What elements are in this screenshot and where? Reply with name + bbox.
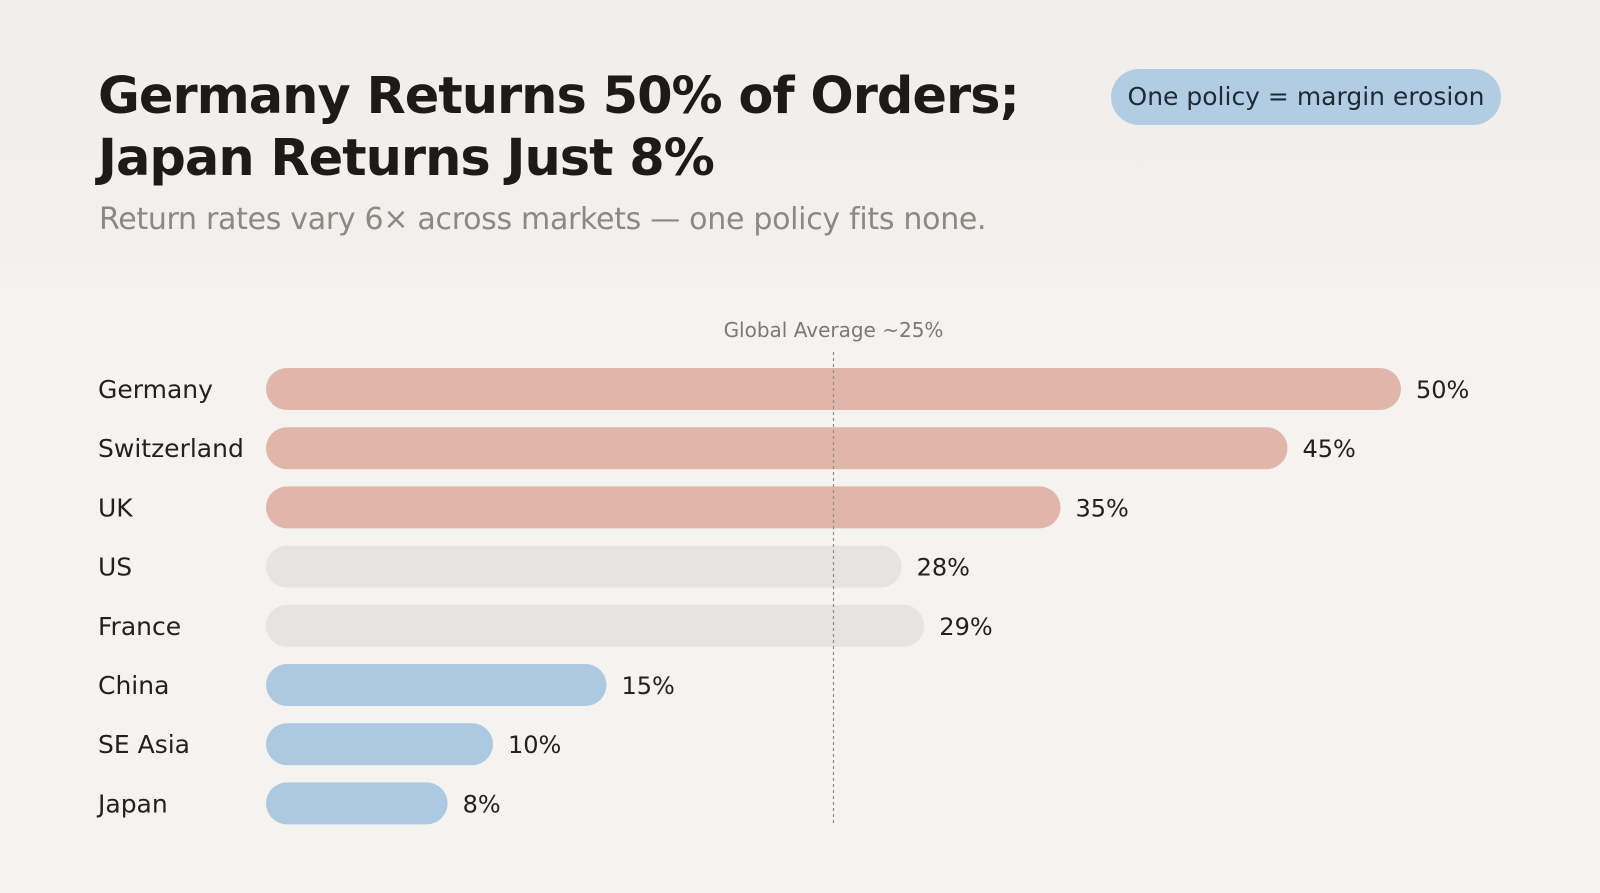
category-label-se-asia: SE Asia — [98, 730, 190, 759]
title-line-1: Germany Returns 50% of Orders; — [98, 67, 1020, 126]
category-label-france: France — [98, 612, 181, 641]
bar-se-asia — [266, 723, 493, 766]
callout-badge: One policy = margin erosion — [1111, 69, 1501, 125]
category-label-germany: Germany — [98, 375, 213, 404]
category-label-china: China — [98, 671, 169, 700]
bar-china — [266, 664, 607, 706]
value-label-se-asia: 10% — [508, 731, 561, 759]
page-title: Germany Returns 50% of Orders; Japan Ret… — [98, 66, 1058, 190]
page-subtitle: Return rates vary 6× across markets — on… — [99, 202, 987, 237]
title-line-2: Japan Returns Just 8% — [98, 129, 715, 188]
category-label-japan: Japan — [96, 789, 168, 818]
value-label-china: 15% — [622, 672, 675, 700]
value-label-us: 28% — [917, 554, 970, 582]
value-label-france: 29% — [939, 613, 992, 641]
bar-japan — [266, 782, 448, 825]
value-label-switzerland: 45% — [1303, 435, 1356, 463]
category-label-switzerland: Switzerland — [98, 434, 244, 463]
value-label-uk: 35% — [1076, 494, 1129, 522]
bar-switzerland — [266, 427, 1288, 470]
category-label-us: US — [98, 553, 132, 582]
header-band — [0, 0, 1600, 285]
global-average-label: Global Average ~25% — [724, 318, 944, 342]
bar-france — [266, 604, 925, 647]
bar-us — [266, 545, 902, 588]
bar-uk — [266, 486, 1061, 529]
category-label-uk: UK — [98, 493, 133, 522]
value-label-germany: 50% — [1416, 376, 1469, 404]
value-label-japan: 8% — [463, 790, 501, 818]
